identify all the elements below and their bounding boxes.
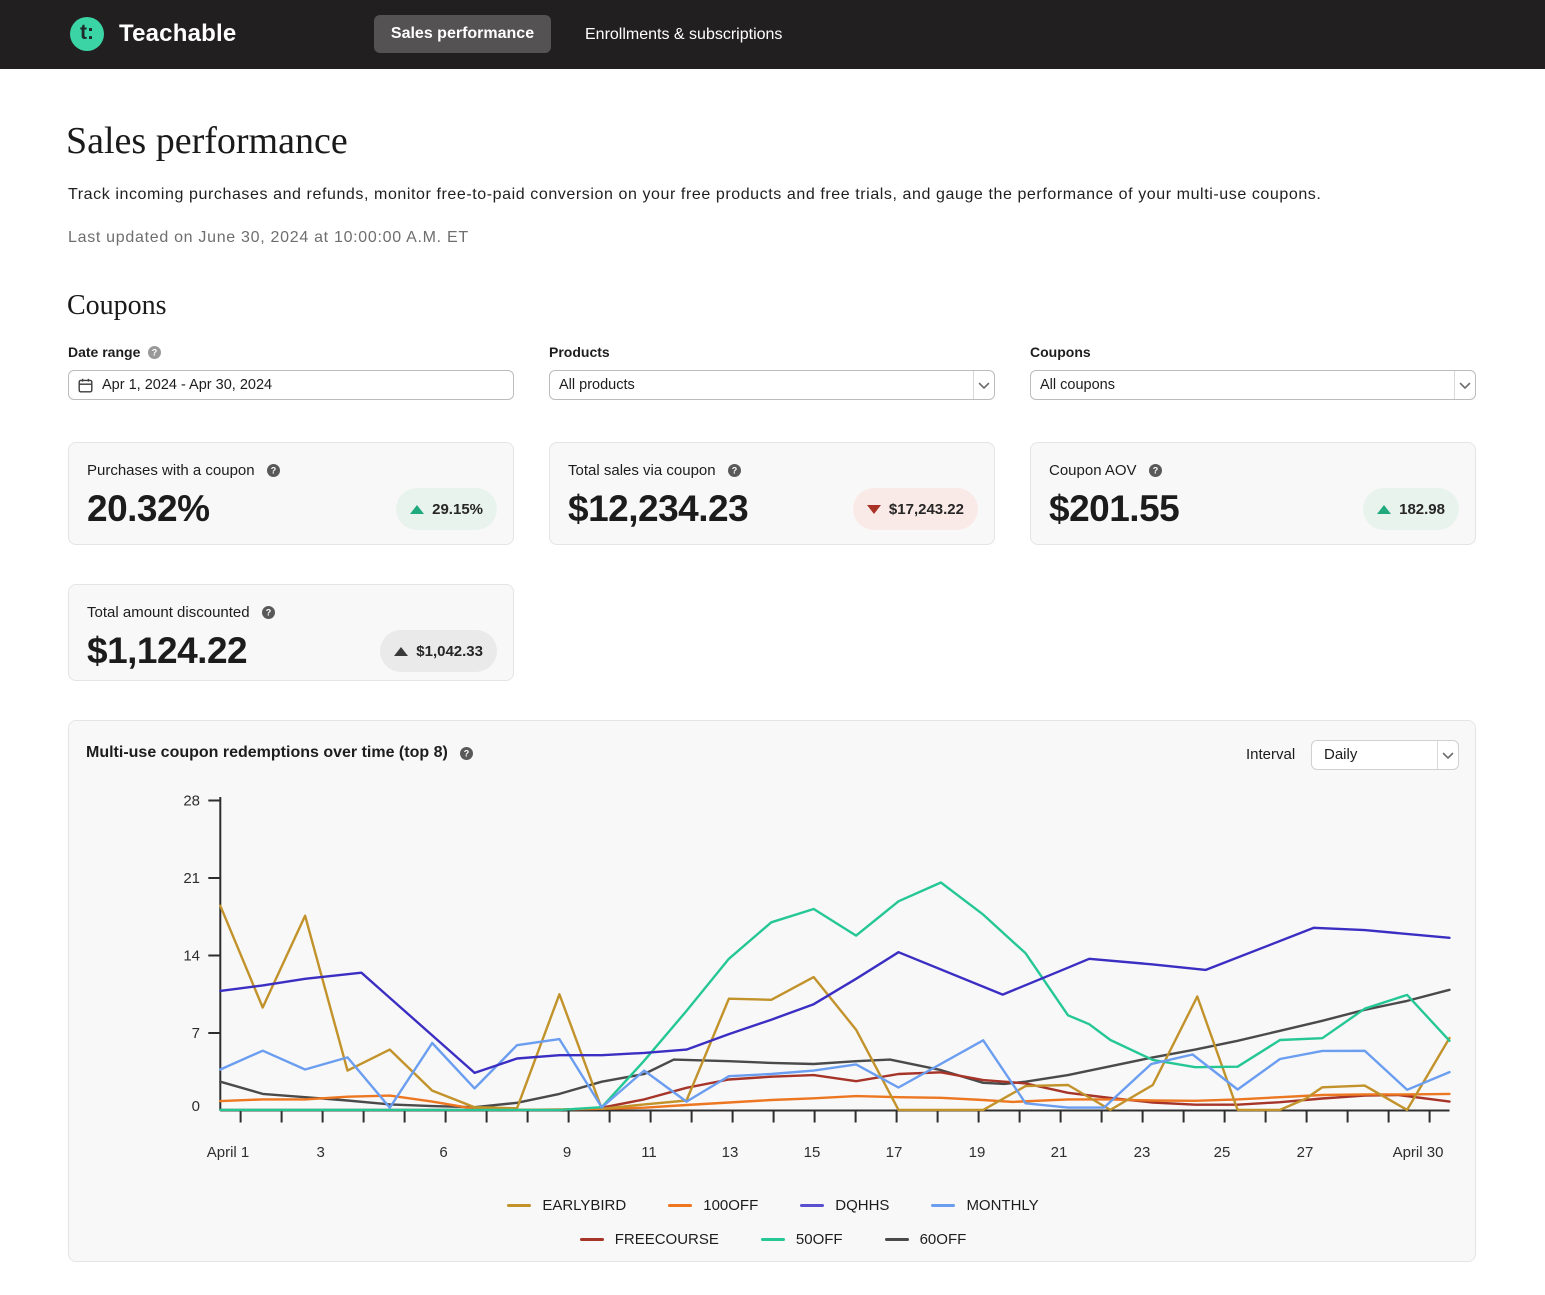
svg-text:13: 13: [722, 1144, 739, 1161]
svg-text:3: 3: [317, 1144, 325, 1161]
svg-text:?: ?: [1152, 466, 1158, 476]
svg-text:17: 17: [886, 1144, 903, 1161]
svg-text:14: 14: [183, 948, 200, 965]
svg-text:11: 11: [641, 1144, 657, 1161]
svg-text:?: ?: [271, 466, 277, 476]
svg-text:21: 21: [1051, 1144, 1068, 1161]
svg-text:19: 19: [969, 1144, 986, 1161]
svg-text:?: ?: [464, 748, 470, 758]
svg-text:25: 25: [1214, 1144, 1231, 1161]
svg-text:?: ?: [152, 347, 158, 357]
svg-text:April 1: April 1: [207, 1144, 250, 1161]
svg-text:27: 27: [1297, 1144, 1314, 1161]
svg-text:?: ?: [732, 466, 738, 476]
svg-text:?: ?: [266, 608, 272, 618]
svg-text:28: 28: [183, 793, 200, 810]
svg-text:21: 21: [183, 870, 200, 887]
svg-text:April 30: April 30: [1393, 1144, 1444, 1161]
svg-text:6: 6: [439, 1144, 447, 1161]
svg-text:15: 15: [804, 1144, 821, 1161]
svg-text:23: 23: [1134, 1144, 1151, 1161]
svg-text:7: 7: [192, 1025, 200, 1042]
svg-text:0: 0: [192, 1098, 200, 1115]
svg-text:9: 9: [563, 1144, 571, 1161]
